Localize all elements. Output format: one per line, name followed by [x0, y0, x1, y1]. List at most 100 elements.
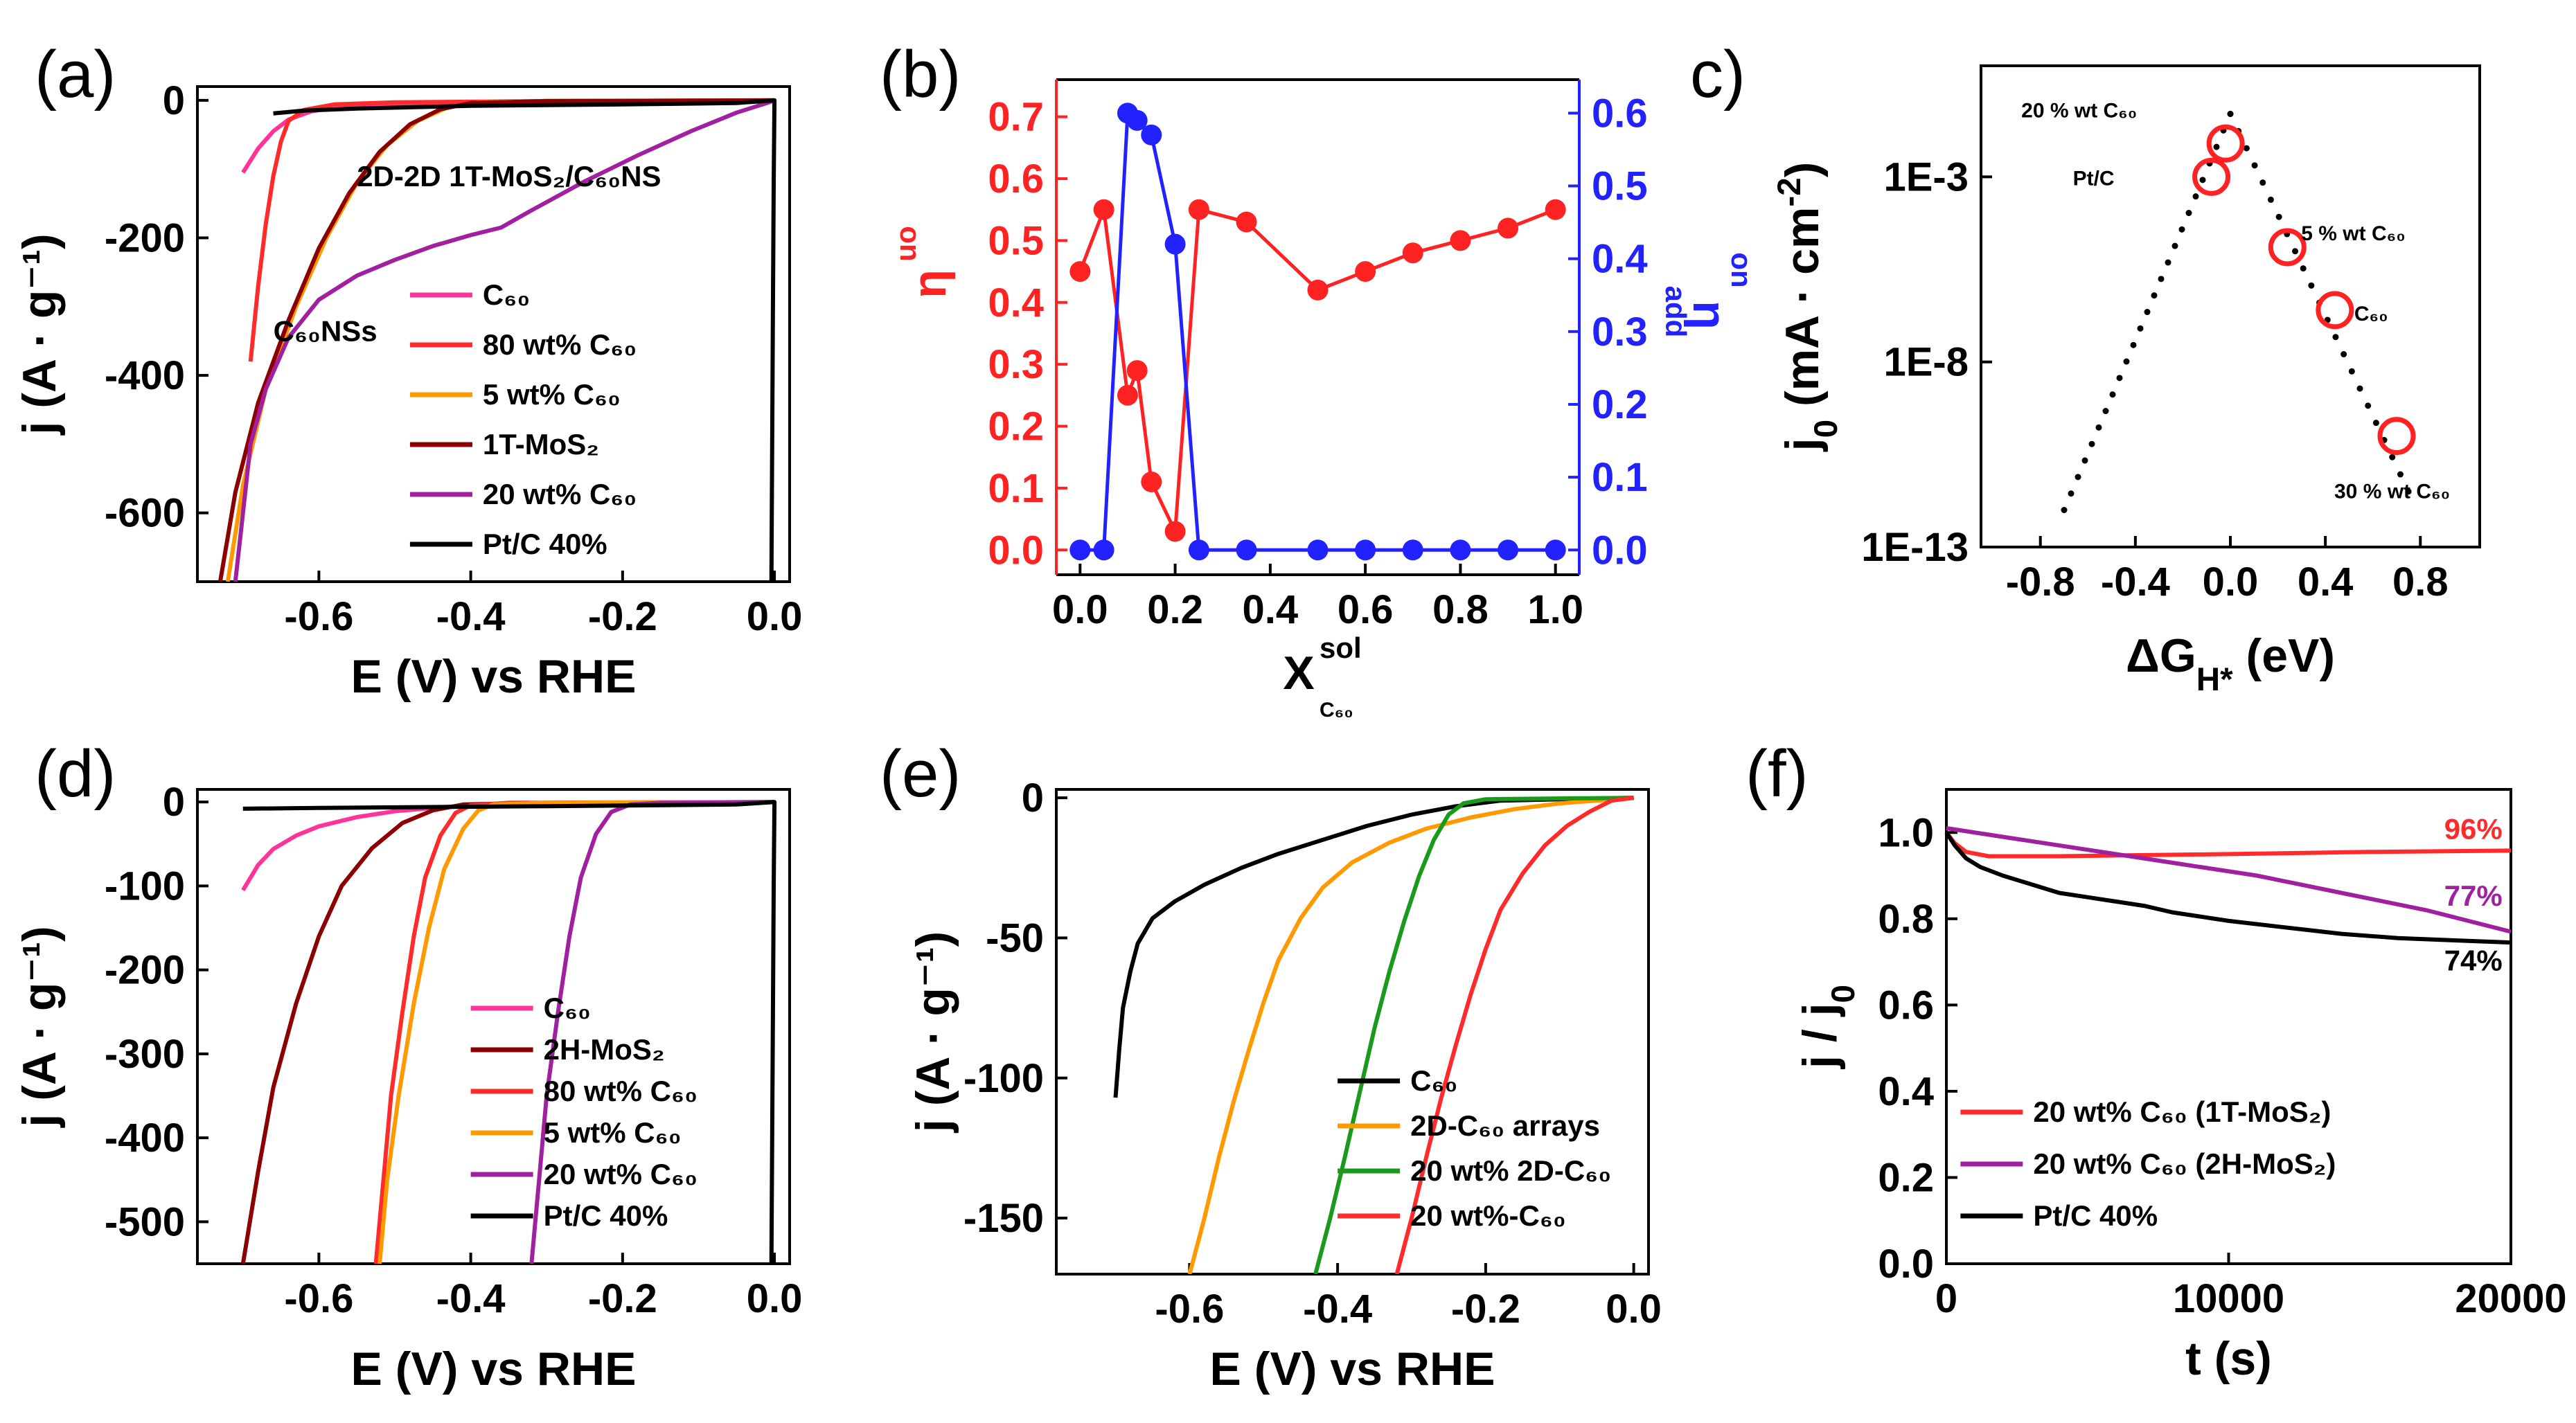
panel-label: (e)	[880, 737, 961, 811]
series-line-1	[1187, 796, 1634, 1274]
y-axis-label: j / j0	[1793, 985, 1862, 1070]
data-point	[1236, 211, 1257, 233]
y-tick-label: 0.0	[1878, 1242, 1934, 1287]
data-point	[1545, 539, 1566, 561]
x-tick-label: 0	[1935, 1276, 1957, 1321]
plot-frame	[196, 788, 791, 1265]
y2-tick-label: 0.0	[1592, 528, 1648, 573]
legend-entry-part: Pt/C 40%	[2033, 1199, 2158, 1232]
plot-frame	[1980, 64, 2481, 548]
y-tick-label: 1E-8	[1883, 340, 1969, 385]
x-tick-label: -0.4	[436, 594, 506, 639]
data-point	[1307, 279, 1329, 301]
volcano-dot	[2389, 454, 2396, 460]
y-tick-label: 0.6	[1878, 983, 1934, 1028]
x-tick-label: -0.6	[284, 594, 353, 639]
y-tick-label: -100	[105, 863, 185, 909]
point-label: 30 % wt C₆₀	[2334, 481, 2450, 503]
panel-b: 0.0 0.2 0.4 0.6 0.8 1.00.00.10.20.30.40.50.60…	[880, 37, 1758, 722]
volcano-dot	[2308, 282, 2315, 289]
x-tick-label: -0.6	[1155, 1287, 1224, 1332]
volcano-dot	[2251, 162, 2258, 169]
y-axis-label-part: 0	[1808, 420, 1845, 438]
series-line-2	[373, 800, 775, 1264]
volcano-dot	[2061, 507, 2068, 514]
y-axis-label-part: (mA · cm	[1776, 207, 1829, 420]
legend-entry: Pt/C 40%	[2033, 1199, 2158, 1232]
x-tick-label: -0.8	[2006, 560, 2075, 605]
x-axis-label: E (V) vs RHE	[351, 1343, 637, 1395]
x-tick-label: 1.0	[1527, 587, 1583, 632]
volcano-dot	[2292, 248, 2299, 255]
volcano-dot	[2088, 440, 2095, 447]
x-tick-label: 0.0	[747, 1276, 803, 1321]
volcano-dot	[2227, 111, 2234, 117]
data-point	[1355, 261, 1376, 283]
volcano-dot	[2356, 385, 2363, 392]
volcano-dot	[2348, 368, 2355, 375]
y-tick-label: 1.0	[1878, 810, 1934, 855]
annotation: 2D-2D 1T-MoS₂/C₆₀NS	[357, 160, 661, 193]
data-point	[1141, 124, 1162, 145]
volcano-dot	[2372, 420, 2379, 427]
y2-tick-label: 0.2	[1592, 382, 1648, 427]
x-tick-label: 0.0	[1052, 587, 1108, 632]
point-label: Pt/C	[2073, 167, 2115, 190]
y-tick-label: 0	[163, 78, 185, 123]
x-tick-label: 0.2	[1147, 587, 1203, 632]
y-axis-label: j (A · g⁻¹)	[13, 233, 66, 436]
volcano-dot	[2275, 213, 2282, 220]
legend-entry-part: C₆₀	[1410, 1064, 1457, 1097]
x-axis-label: ΔGH* (eV)	[2126, 629, 2335, 698]
end-label: 74%	[2444, 945, 2503, 977]
data-point	[1498, 217, 1519, 239]
legend-entry: C₆₀	[544, 992, 591, 1024]
y-tick-label: -500	[105, 1199, 185, 1244]
panel-d: -0.6 -0.4 -0.2 0.0 0 -100 -200 -300 -400 -500 (d) E…	[13, 737, 802, 1395]
series-line-3	[377, 800, 775, 1264]
legend-entry: 20 wt% C₆₀ (2H-MoS₂)	[2033, 1147, 2336, 1180]
data-point	[1069, 261, 1091, 283]
volcano-dot	[2144, 309, 2151, 316]
y-axis-label-part: j / j	[1793, 1003, 1846, 1070]
series-line-5	[242, 800, 777, 1264]
y-tick-label: 0.5	[988, 218, 1044, 263]
legend-entry: 80 wt% C₆₀	[544, 1075, 698, 1107]
data-point	[1450, 539, 1471, 561]
x-axis-label-sub: C₆₀	[1320, 699, 1353, 722]
volcano-dot	[2267, 196, 2274, 203]
legend-entry: Pt/C 40%	[544, 1199, 668, 1232]
x-axis-label: t (s)	[2185, 1332, 2272, 1385]
volcano-dot	[2192, 193, 2199, 200]
legend-entry-part: 20 wt% C₆₀ (2H-MoS₂)	[2033, 1147, 2336, 1180]
data-point	[1093, 539, 1114, 561]
y2-tick-label: 0.1	[1592, 455, 1648, 500]
data-point	[1307, 539, 1329, 561]
y-tick-label: 0.7	[988, 95, 1044, 140]
y-tick-label: 1E-13	[1861, 525, 1969, 570]
series-line-2	[1944, 831, 2512, 945]
panel-label: (d)	[35, 737, 116, 811]
y2-axis-label: η	[1683, 301, 1736, 330]
legend-entry: 2D-C₆₀ arrays	[1410, 1109, 1600, 1142]
legend-entry: C₆₀	[1410, 1064, 1457, 1097]
data-point	[1164, 233, 1186, 255]
legend-entry: Pt/C 40%	[483, 528, 607, 560]
x-axis-label-part: ΔG	[2126, 629, 2196, 682]
end-label: 96%	[2444, 813, 2503, 845]
legend-entry: 20 wt% 2D-C₆₀	[1410, 1154, 1611, 1187]
panel-e: -0.6 -0.4 -0.2 0.0 0 -50 -100 -150 (e) E (V) vs R…	[880, 737, 1662, 1395]
volcano-dot	[2300, 265, 2307, 272]
data-marker	[2268, 228, 2307, 267]
y-tick-label: 0.0	[988, 528, 1044, 573]
data-marker	[2316, 291, 2354, 330]
legend-entry-part: C₆₀	[483, 278, 530, 311]
y-tick-label: 0.2	[988, 404, 1044, 449]
series-line-1	[248, 98, 775, 362]
x-axis-label: E (V) vs RHE	[1210, 1343, 1495, 1395]
volcano-dot	[2158, 276, 2165, 283]
y-axis-label: j0 (mA · cm-2)	[1771, 162, 1845, 453]
series-group	[1113, 796, 1634, 1274]
y-tick-label: -400	[105, 353, 185, 398]
volcano-dot	[2340, 351, 2347, 358]
